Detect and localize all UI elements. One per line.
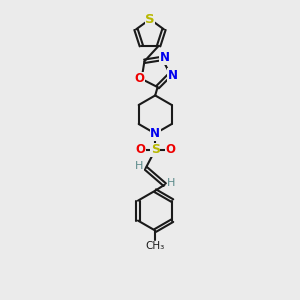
Text: N: N [160, 51, 170, 64]
Text: O: O [135, 143, 145, 157]
Text: H: H [135, 161, 143, 172]
Text: N: N [168, 69, 178, 82]
Text: S: S [145, 13, 155, 26]
Text: O: O [165, 143, 175, 157]
Text: S: S [151, 143, 160, 157]
Text: O: O [134, 73, 144, 85]
Text: CH₃: CH₃ [146, 242, 165, 251]
Text: H: H [167, 178, 176, 188]
Text: N: N [150, 127, 160, 140]
